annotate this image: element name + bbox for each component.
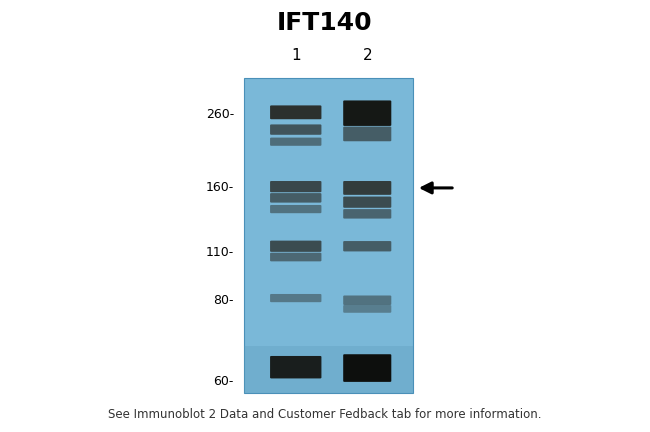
FancyBboxPatch shape — [343, 295, 391, 305]
FancyBboxPatch shape — [343, 354, 391, 382]
FancyBboxPatch shape — [270, 294, 321, 302]
FancyBboxPatch shape — [343, 181, 391, 195]
FancyBboxPatch shape — [270, 137, 321, 146]
FancyBboxPatch shape — [270, 124, 321, 135]
Text: See Immunoblot 2 Data and Customer Fedback tab for more information.: See Immunoblot 2 Data and Customer Fedba… — [109, 408, 541, 421]
FancyBboxPatch shape — [343, 305, 391, 313]
FancyBboxPatch shape — [270, 105, 321, 119]
Text: 60-: 60- — [214, 375, 234, 388]
FancyBboxPatch shape — [270, 181, 321, 192]
FancyBboxPatch shape — [343, 127, 391, 141]
Text: 160-: 160- — [206, 181, 234, 194]
FancyBboxPatch shape — [270, 193, 321, 203]
FancyBboxPatch shape — [270, 253, 321, 261]
Bar — [244, 346, 413, 393]
Text: 1: 1 — [291, 48, 300, 63]
FancyBboxPatch shape — [343, 241, 391, 251]
FancyBboxPatch shape — [343, 209, 391, 219]
Text: 2: 2 — [363, 48, 372, 63]
Text: IFT140: IFT140 — [277, 11, 373, 35]
Text: 260-: 260- — [206, 108, 234, 121]
Bar — [244, 78, 413, 393]
Text: 110-: 110- — [206, 246, 234, 259]
FancyBboxPatch shape — [343, 100, 391, 126]
FancyBboxPatch shape — [270, 241, 321, 252]
FancyBboxPatch shape — [343, 197, 391, 208]
Text: 80-: 80- — [213, 294, 234, 307]
FancyBboxPatch shape — [270, 205, 321, 213]
FancyBboxPatch shape — [270, 356, 321, 378]
